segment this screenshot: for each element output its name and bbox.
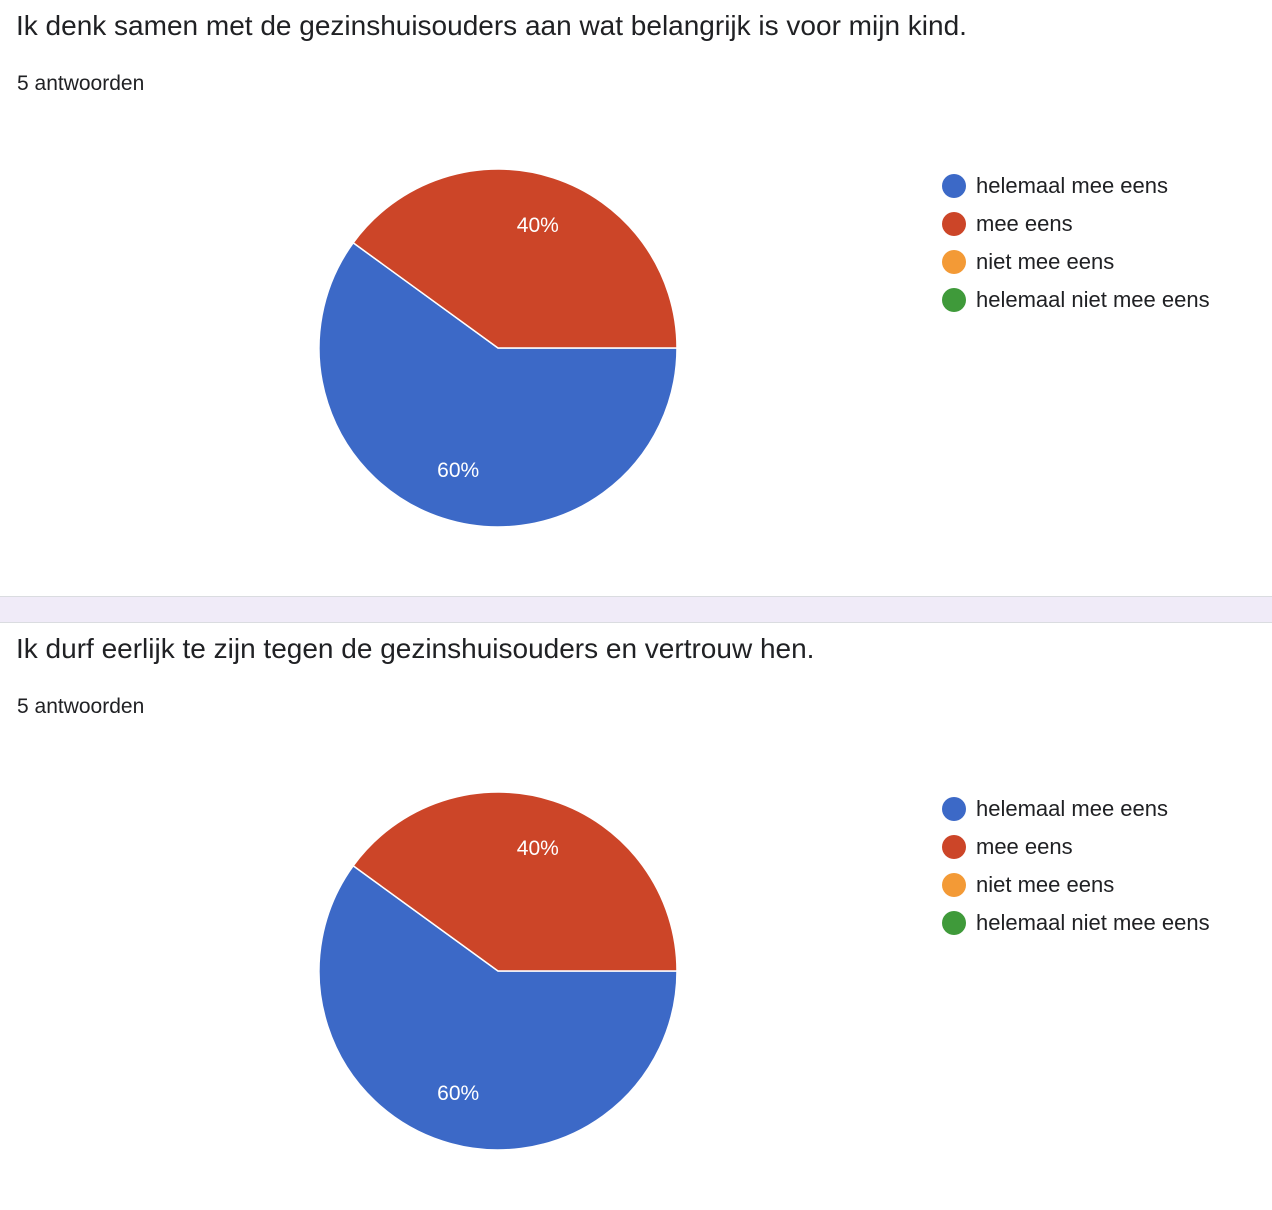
legend-label: niet mee eens [976,249,1115,274]
legend-label: mee eens [976,834,1073,859]
pie-chart: 60% 40% [318,791,678,1151]
legend-marker [942,911,966,935]
legend-item[interactable]: helemaal niet mee eens [942,904,1210,942]
legend-label: niet mee eens [976,872,1115,897]
legend-item[interactable]: niet mee eens [942,243,1210,281]
legend-label: helemaal niet mee eens [976,287,1210,312]
question-card: Ik denk samen met de gezinshuisouders aa… [0,0,1272,596]
chart-legend: helemaal mee eens mee eens niet mee eens… [942,790,1210,942]
pie-slice[interactable] [352,791,678,972]
pie-slice[interactable] [352,168,678,349]
legend-label: mee eens [976,211,1073,236]
legend-label: helemaal mee eens [976,173,1169,198]
question-title: Ik denk samen met de gezinshuisouders aa… [16,10,967,41]
slice-data-label: 60% [437,1082,479,1105]
legend-marker [942,288,966,312]
legend-item[interactable]: mee eens [942,205,1210,243]
legend-item[interactable]: niet mee eens [942,866,1210,904]
legend-item[interactable]: helemaal mee eens [942,167,1210,205]
legend-item[interactable]: mee eens [942,828,1210,866]
legend-marker [942,873,966,897]
legend-label: helemaal niet mee eens [976,910,1210,935]
chart-legend: helemaal mee eens mee eens niet mee eens… [942,167,1210,319]
legend-marker [942,835,966,859]
slice-data-label: 40% [517,837,559,860]
pie-slice[interactable] [318,865,678,1151]
legend-item[interactable]: helemaal mee eens [942,790,1210,828]
legend-item[interactable]: helemaal niet mee eens [942,281,1210,319]
section-divider [0,596,1272,623]
slice-data-label: 60% [437,459,479,482]
legend-marker [942,174,966,198]
legend-label: helemaal mee eens [976,796,1169,821]
pie-slice[interactable] [318,242,678,528]
pie-chart: 60% 40% [318,168,678,528]
question-card: Ik durf eerlijk te zijn tegen de gezinsh… [0,623,1272,1210]
response-count: 5 antwoorden [17,72,145,95]
legend-marker [942,797,966,821]
question-title: Ik durf eerlijk te zijn tegen de gezinsh… [16,633,815,664]
legend-marker [942,250,966,274]
response-count: 5 antwoorden [17,695,145,718]
legend-marker [942,212,966,236]
slice-data-label: 40% [517,214,559,237]
